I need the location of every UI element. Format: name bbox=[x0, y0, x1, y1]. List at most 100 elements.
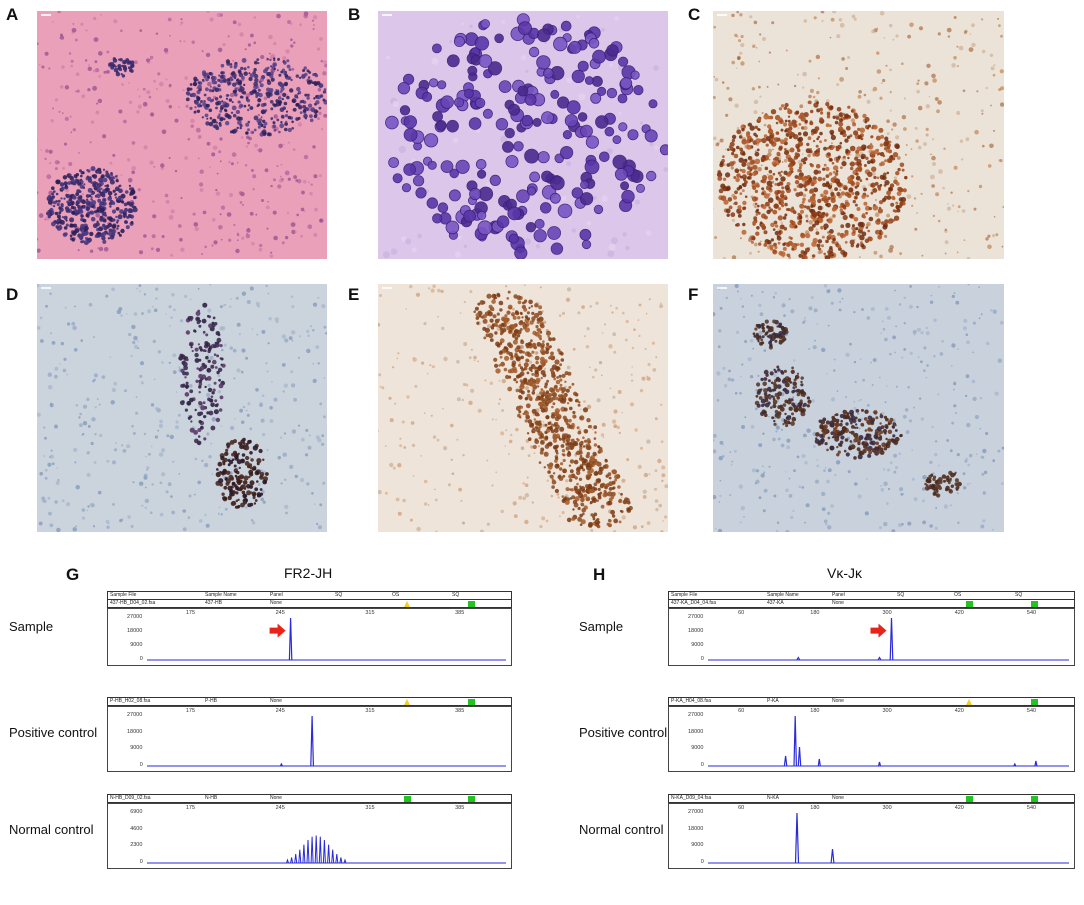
micrograph-f-ihc bbox=[713, 284, 1004, 532]
y-tick-label: 9000 bbox=[130, 745, 143, 752]
trace-peak bbox=[331, 849, 335, 864]
y-tick-label: 18000 bbox=[688, 825, 704, 832]
sample-file-field: None bbox=[832, 698, 844, 704]
trace-peak bbox=[343, 858, 347, 864]
qc-indicator-1 bbox=[966, 699, 972, 705]
trace-svg bbox=[708, 715, 1069, 767]
x-tick-label: 60 bbox=[738, 708, 745, 714]
trace-peak bbox=[797, 746, 802, 767]
x-tick-label: 180 bbox=[810, 805, 820, 811]
y-tick-label: 27000 bbox=[688, 809, 704, 815]
trace-peak bbox=[288, 617, 293, 661]
micrograph-c-ihc bbox=[713, 11, 1004, 259]
x-tick-label: 385 bbox=[455, 610, 465, 616]
x-tick-label: 540 bbox=[1026, 708, 1037, 714]
x-tick-label: 300 bbox=[882, 610, 892, 616]
panel-label-h: H bbox=[593, 565, 606, 584]
gene-scan-h-trace-0: Sample File Sample Name Panel SQ OS SQ 437-KA_… bbox=[668, 591, 1075, 666]
x-tick-label: 175 bbox=[185, 805, 196, 811]
column-header-label: Panel bbox=[832, 592, 845, 598]
micrograph-d-ihc bbox=[37, 284, 327, 532]
column-header-label: Sample Name bbox=[767, 592, 799, 598]
sample-file-field: None bbox=[270, 600, 282, 606]
trace-peak bbox=[796, 656, 801, 661]
column-header-label: SQ bbox=[897, 592, 905, 598]
sample-file-bar: 437-KA_D04_04.fsa 437-KA None bbox=[668, 599, 1075, 608]
y-tick-label: 0 bbox=[700, 859, 704, 865]
micrograph-e-ihc bbox=[378, 284, 668, 532]
trace-peak bbox=[306, 839, 310, 864]
trace-peak bbox=[794, 812, 800, 864]
trace-peak bbox=[318, 836, 322, 864]
trace-peak bbox=[322, 839, 326, 864]
x-tick-label: 60 bbox=[738, 610, 745, 616]
trace-peak bbox=[877, 761, 882, 767]
x-tick-label: 420 bbox=[954, 708, 964, 714]
electropherogram-plot bbox=[668, 803, 1075, 869]
column-header-label: SQ bbox=[1015, 592, 1023, 598]
electropherogram-plot bbox=[107, 803, 512, 869]
qc-indicator-1 bbox=[966, 601, 973, 607]
sample-file-field: N-HB_D09_02.fsa bbox=[110, 795, 151, 801]
trace-svg bbox=[147, 835, 506, 864]
x-tick-label: 420 bbox=[954, 805, 964, 811]
y-tick-label: 4600 bbox=[130, 825, 143, 832]
x-tick-label: 315 bbox=[365, 805, 375, 811]
x-tick-label: 315 bbox=[365, 610, 375, 616]
trace-svg bbox=[708, 617, 1069, 661]
trace-peak bbox=[793, 715, 797, 767]
y-tick-label: 0 bbox=[139, 859, 143, 865]
trace-peak bbox=[783, 755, 788, 767]
x-tick-label: 180 bbox=[810, 708, 820, 714]
sample-file-field: P-HB bbox=[205, 698, 217, 704]
y-tick-label: 0 bbox=[700, 656, 704, 662]
row-label-h-0: Sample bbox=[579, 619, 624, 634]
y-tick-label: 9000 bbox=[691, 642, 704, 648]
trace-peak bbox=[1013, 762, 1017, 767]
qc-indicator-2 bbox=[1031, 601, 1038, 607]
column-header-label: SQ bbox=[452, 592, 460, 598]
sample-file-field: P-HB_H02_08.fsa bbox=[110, 698, 151, 704]
column-header-label: OS bbox=[392, 592, 400, 598]
electropherogram-plot bbox=[668, 706, 1075, 772]
sample-file-field: 437-HB bbox=[205, 600, 222, 606]
trace-svg bbox=[147, 715, 506, 767]
trace-peak bbox=[877, 656, 882, 661]
gene-scan-h-trace-1: P-KA_H04_08.fsa P-KA None 60 180 300 420 540 270… bbox=[668, 697, 1075, 772]
x-tick-label: 300 bbox=[882, 708, 892, 714]
trace-peak bbox=[286, 858, 289, 864]
sample-file-field: N-KA_D09_04.fsa bbox=[671, 795, 712, 801]
sample-file-field: None bbox=[270, 795, 282, 801]
electropherogram-plot bbox=[107, 608, 512, 666]
panel-label-g: G bbox=[66, 565, 80, 584]
x-tick-label: 385 bbox=[455, 708, 465, 714]
qc-indicator-1 bbox=[404, 601, 410, 607]
column-header-label: Sample Name bbox=[205, 592, 237, 598]
qc-indicator-2 bbox=[468, 796, 475, 802]
trace-peak bbox=[335, 853, 339, 864]
sample-file-field: N-KA bbox=[767, 795, 779, 801]
y-tick-label: 27000 bbox=[127, 614, 143, 620]
row-label-g-2: Normal control bbox=[9, 822, 94, 837]
red-arrow-icon bbox=[269, 623, 286, 638]
x-tick-label: 540 bbox=[1026, 610, 1037, 616]
sample-file-field: P-KA bbox=[767, 698, 779, 704]
sample-file-bar: N-HB_D09_02.fsa N-HB None bbox=[107, 794, 512, 803]
column-header-label: Panel bbox=[270, 592, 283, 598]
micrograph-b-he-highpower bbox=[378, 11, 668, 259]
trace-peak bbox=[1034, 760, 1038, 767]
y-tick-label: 2300 bbox=[130, 842, 143, 849]
panel-label-b: B bbox=[348, 5, 361, 24]
row-label-g-1: Positive control bbox=[9, 725, 98, 740]
column-header-label: SQ bbox=[335, 592, 343, 598]
y-tick-label: 18000 bbox=[688, 628, 704, 634]
x-tick-label: 245 bbox=[275, 805, 285, 811]
electropherogram-plot bbox=[107, 706, 512, 772]
y-tick-label: 9000 bbox=[130, 642, 143, 648]
qc-indicator-2 bbox=[1031, 796, 1038, 802]
qc-indicator-1 bbox=[404, 796, 411, 802]
trace-peak bbox=[817, 758, 821, 767]
x-tick-label: 385 bbox=[455, 805, 465, 811]
y-tick-label: 0 bbox=[139, 762, 143, 768]
trace-peak bbox=[302, 844, 306, 864]
